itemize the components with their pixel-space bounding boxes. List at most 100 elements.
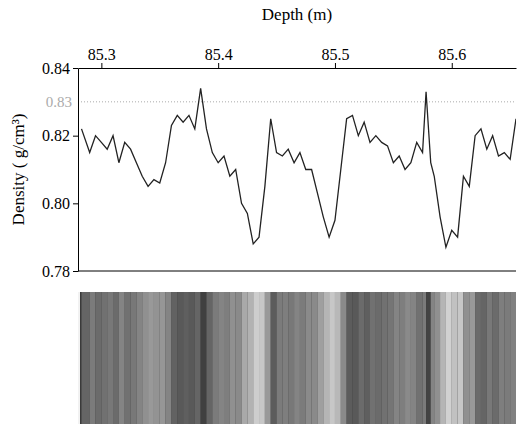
x-tick: 85.4 <box>205 46 233 68</box>
core-image-band <box>329 292 335 424</box>
core-image-band <box>183 292 189 424</box>
core-image-band <box>458 292 464 424</box>
core-image-band <box>142 292 148 424</box>
x-tick: 85.5 <box>321 46 349 68</box>
core-image-band <box>107 292 113 424</box>
core-image-band <box>306 292 312 424</box>
core-image-band <box>405 292 411 424</box>
core-image-band <box>218 292 224 424</box>
core-image-band <box>504 292 510 424</box>
core-image-band <box>125 292 131 424</box>
core-image-band <box>426 292 431 424</box>
core-image-band <box>388 292 394 424</box>
core-image-band <box>417 292 423 424</box>
core-image-band <box>423 292 427 424</box>
y-tick-label: 0.78 <box>42 263 70 280</box>
core-image-band <box>312 292 318 424</box>
y-tick: 0.84 <box>42 60 78 77</box>
core-image-band <box>224 292 230 424</box>
core-image-band <box>411 292 417 424</box>
x-tick-label: 85.5 <box>321 46 349 63</box>
core-image-band <box>82 292 90 424</box>
core-image-band <box>230 292 236 424</box>
core-image-band <box>160 292 166 424</box>
y-axis-title: Density ( g/cm³) <box>9 114 28 226</box>
y-tick-label: 0.80 <box>42 195 70 212</box>
core-image-band <box>335 292 341 424</box>
core-image-band <box>399 292 405 424</box>
y-tick: 0.78 <box>42 263 78 280</box>
y-tick-mark <box>73 136 78 137</box>
y-tick-mark <box>73 68 78 69</box>
core-image-band <box>510 292 516 424</box>
y-axis: 0.78 0.80 0.82 0.84 <box>42 60 79 280</box>
core-image-band <box>119 292 125 424</box>
y-tick-mark <box>73 203 78 204</box>
core-image-band <box>370 292 376 424</box>
core-image-band <box>446 292 452 424</box>
x-tick-mark <box>335 63 336 68</box>
core-image-band <box>171 292 177 424</box>
line-group <box>82 88 516 247</box>
core-image-band <box>242 292 248 424</box>
core-image-band <box>253 292 259 424</box>
core-image-band <box>282 292 288 424</box>
x-tick-label: 85.6 <box>438 46 466 63</box>
core-image-band <box>271 292 277 424</box>
core-image-band <box>475 292 481 424</box>
core-image-band <box>96 292 102 424</box>
x-axis: 85.3 85.4 85.5 85.6 <box>79 46 517 69</box>
core-image-band <box>393 292 399 424</box>
core-image-band <box>341 292 347 424</box>
core-image-band <box>212 292 218 424</box>
core-image-band <box>440 292 446 424</box>
chart: 0.8385.385.485.585.60.780.800.820.84Dept… <box>0 0 521 429</box>
core-image-band <box>154 292 160 424</box>
core-image-band <box>364 292 370 424</box>
core-image-band <box>265 292 271 424</box>
core-image-band <box>277 292 283 424</box>
x-tick-label: 85.4 <box>205 46 233 63</box>
x-tick: 85.3 <box>88 46 116 68</box>
core-image-band <box>481 292 487 424</box>
y-tick-label: 0.82 <box>42 127 70 144</box>
core-image-band <box>201 292 207 424</box>
core-image-band <box>288 292 294 424</box>
core-image-band <box>463 292 469 424</box>
core-image-band <box>300 292 306 424</box>
core-image-band <box>352 292 358 424</box>
y-tick-mark <box>73 271 78 272</box>
core-image-band <box>148 292 154 424</box>
core-image-band <box>177 292 183 424</box>
y-axis-line <box>78 69 79 272</box>
plot-frame <box>78 271 516 272</box>
reference-group <box>78 101 516 102</box>
core-image-band <box>166 292 172 424</box>
core-image-band <box>431 292 435 424</box>
core-image-band <box>487 292 493 424</box>
core-image-band <box>376 292 382 424</box>
core-image-band <box>317 292 323 424</box>
reference-label: 0.83 <box>46 94 72 110</box>
x-tick-label: 85.3 <box>88 46 116 63</box>
reference-line <box>78 101 516 102</box>
core-image-band <box>247 292 253 424</box>
core-image-band <box>434 292 440 424</box>
y-tick: 0.80 <box>42 195 78 212</box>
core-image-band <box>498 292 504 424</box>
core-image-band <box>294 292 300 424</box>
core-image-band <box>195 292 201 424</box>
core-image-band <box>136 292 142 424</box>
core-image-band <box>493 292 499 424</box>
core-image-ground <box>78 292 516 424</box>
core-image-band <box>259 292 265 424</box>
core-image-band <box>101 292 107 424</box>
core-image-band <box>113 292 119 424</box>
x-axis-line <box>79 68 517 69</box>
density-line <box>82 88 516 247</box>
core-image-band <box>206 292 212 424</box>
core-image-band <box>131 292 137 424</box>
core-image <box>82 292 516 424</box>
x-tick-mark <box>452 63 453 68</box>
x-tick-mark <box>218 63 219 68</box>
